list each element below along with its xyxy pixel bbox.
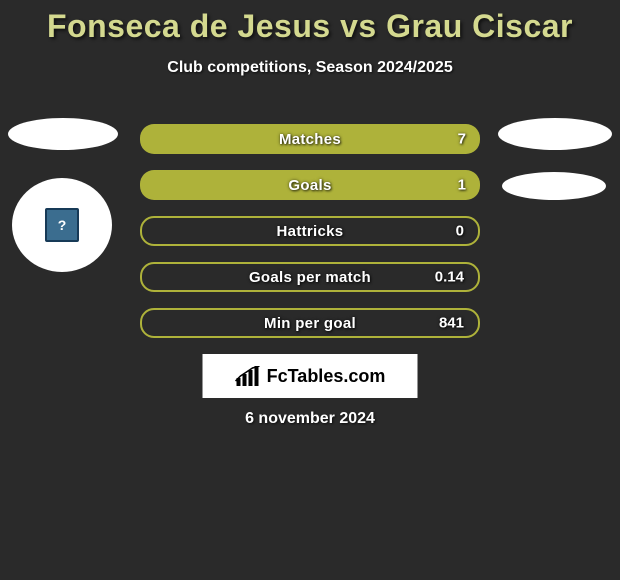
subtitle: Club competitions, Season 2024/2025 — [0, 59, 620, 77]
stat-bar-value: 1 — [458, 177, 466, 194]
decor-ellipse — [502, 172, 606, 200]
stat-bar-value: 0 — [456, 223, 464, 240]
date-label: 6 november 2024 — [245, 410, 375, 428]
stat-bar-label: Hattricks — [277, 223, 344, 240]
source-logo: FcTables.com — [203, 354, 418, 398]
chart-icon — [235, 366, 261, 386]
stat-bar-value: 7 — [458, 131, 466, 148]
stat-bar: Hattricks 0 — [140, 216, 480, 246]
stat-bar: Goals per match 0.14 — [140, 262, 480, 292]
stat-bar-label: Min per goal — [264, 315, 356, 332]
stat-bar-label: Goals per match — [249, 269, 371, 286]
right-decor-stack — [498, 118, 612, 200]
stat-bar: Min per goal 841 — [140, 308, 480, 338]
stat-bar: Matches 7 — [140, 124, 480, 154]
stat-bar: Goals 1 — [140, 170, 480, 200]
stat-bar-value: 0.14 — [435, 269, 464, 286]
avatar-placeholder-icon: ? — [45, 208, 79, 242]
source-logo-text: FcTables.com — [267, 366, 386, 387]
player1-avatar: ? — [12, 178, 112, 272]
stat-bar-label: Goals — [288, 177, 331, 194]
page-title: Fonseca de Jesus vs Grau Ciscar — [0, 0, 620, 45]
stat-bars: Matches 7 Goals 1 Hattricks 0 Goals per match 0… — [140, 124, 480, 354]
decor-ellipse — [8, 118, 118, 150]
decor-ellipse — [498, 118, 612, 150]
left-decor-stack: ? — [8, 118, 118, 272]
stat-bar-label: Matches — [279, 131, 341, 148]
stat-bar-value: 841 — [439, 315, 464, 332]
